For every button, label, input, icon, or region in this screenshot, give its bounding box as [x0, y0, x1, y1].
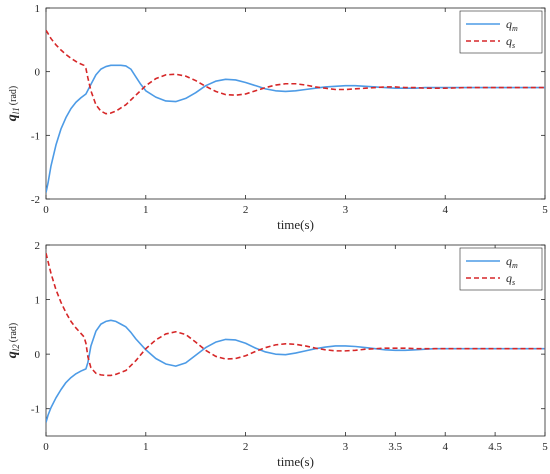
- x-tick-label: 1: [143, 204, 149, 216]
- legend-entry-sub: m: [512, 24, 518, 33]
- y-tick-label: -1: [31, 404, 40, 416]
- x-tick-label: 1: [143, 441, 149, 453]
- x-tick-label: 3: [343, 441, 349, 453]
- x-tick-label: 2: [243, 441, 249, 453]
- legend-entry-q-s: qs: [506, 271, 515, 287]
- y-tick-label: 0: [35, 67, 41, 79]
- legend-entry-q-m: qm: [506, 254, 518, 270]
- y-tick-label: 1: [35, 3, 41, 15]
- y-tick-label: 1: [35, 295, 41, 307]
- y-axis-label: ql1 (rad): [5, 86, 21, 121]
- x-tick-label: 3: [343, 204, 349, 216]
- x-tick-label: 0: [43, 441, 49, 453]
- series-line-q-m: [46, 319, 545, 423]
- x-tick-label: 4: [442, 441, 448, 453]
- x-tick-label: 0: [43, 204, 49, 216]
- x-tick-label: 5: [542, 204, 548, 216]
- legend-entry-main: q: [506, 254, 512, 268]
- legend-entry-sub: s: [512, 278, 515, 287]
- legend-entry-q-s: qs: [506, 34, 515, 50]
- legend-entry-sub: s: [512, 41, 515, 50]
- y-axis-label-main: q: [5, 351, 20, 358]
- legend-entry-q-m: qm: [506, 17, 518, 33]
- legend-box: [459, 247, 543, 291]
- y-tick-label: -2: [31, 194, 40, 206]
- x-tick-label: 4.5: [488, 441, 502, 453]
- y-tick-label: -1: [31, 130, 40, 142]
- series-line-q-s: [46, 29, 545, 115]
- legend-entry-main: q: [506, 17, 512, 31]
- y-tick-label: 2: [35, 240, 41, 252]
- y-axis-label-unit: (rad): [8, 86, 19, 105]
- legend-entry-main: q: [506, 271, 512, 285]
- x-tick-label: 4: [442, 204, 448, 216]
- y-axis-label: ql2 (rad): [5, 323, 21, 358]
- x-axis-label: time(s): [277, 454, 314, 469]
- x-tick-label: 2: [243, 204, 249, 216]
- y-axis-label-sub: l1: [11, 107, 21, 114]
- y-axis-label-unit: (rad): [8, 323, 19, 342]
- x-tick-label: 5: [542, 441, 548, 453]
- legend-entry-sub: m: [512, 261, 518, 270]
- legend-entry-main: q: [506, 34, 512, 48]
- x-axis-label: time(s): [277, 217, 314, 232]
- x-tick-label: 3.5: [388, 441, 402, 453]
- series-line-q-s: [46, 252, 545, 377]
- y-axis-label-main: q: [5, 114, 20, 121]
- y-axis-label-sub: l2: [11, 344, 21, 352]
- legend-box: [459, 10, 543, 54]
- y-tick-label: 0: [35, 349, 41, 361]
